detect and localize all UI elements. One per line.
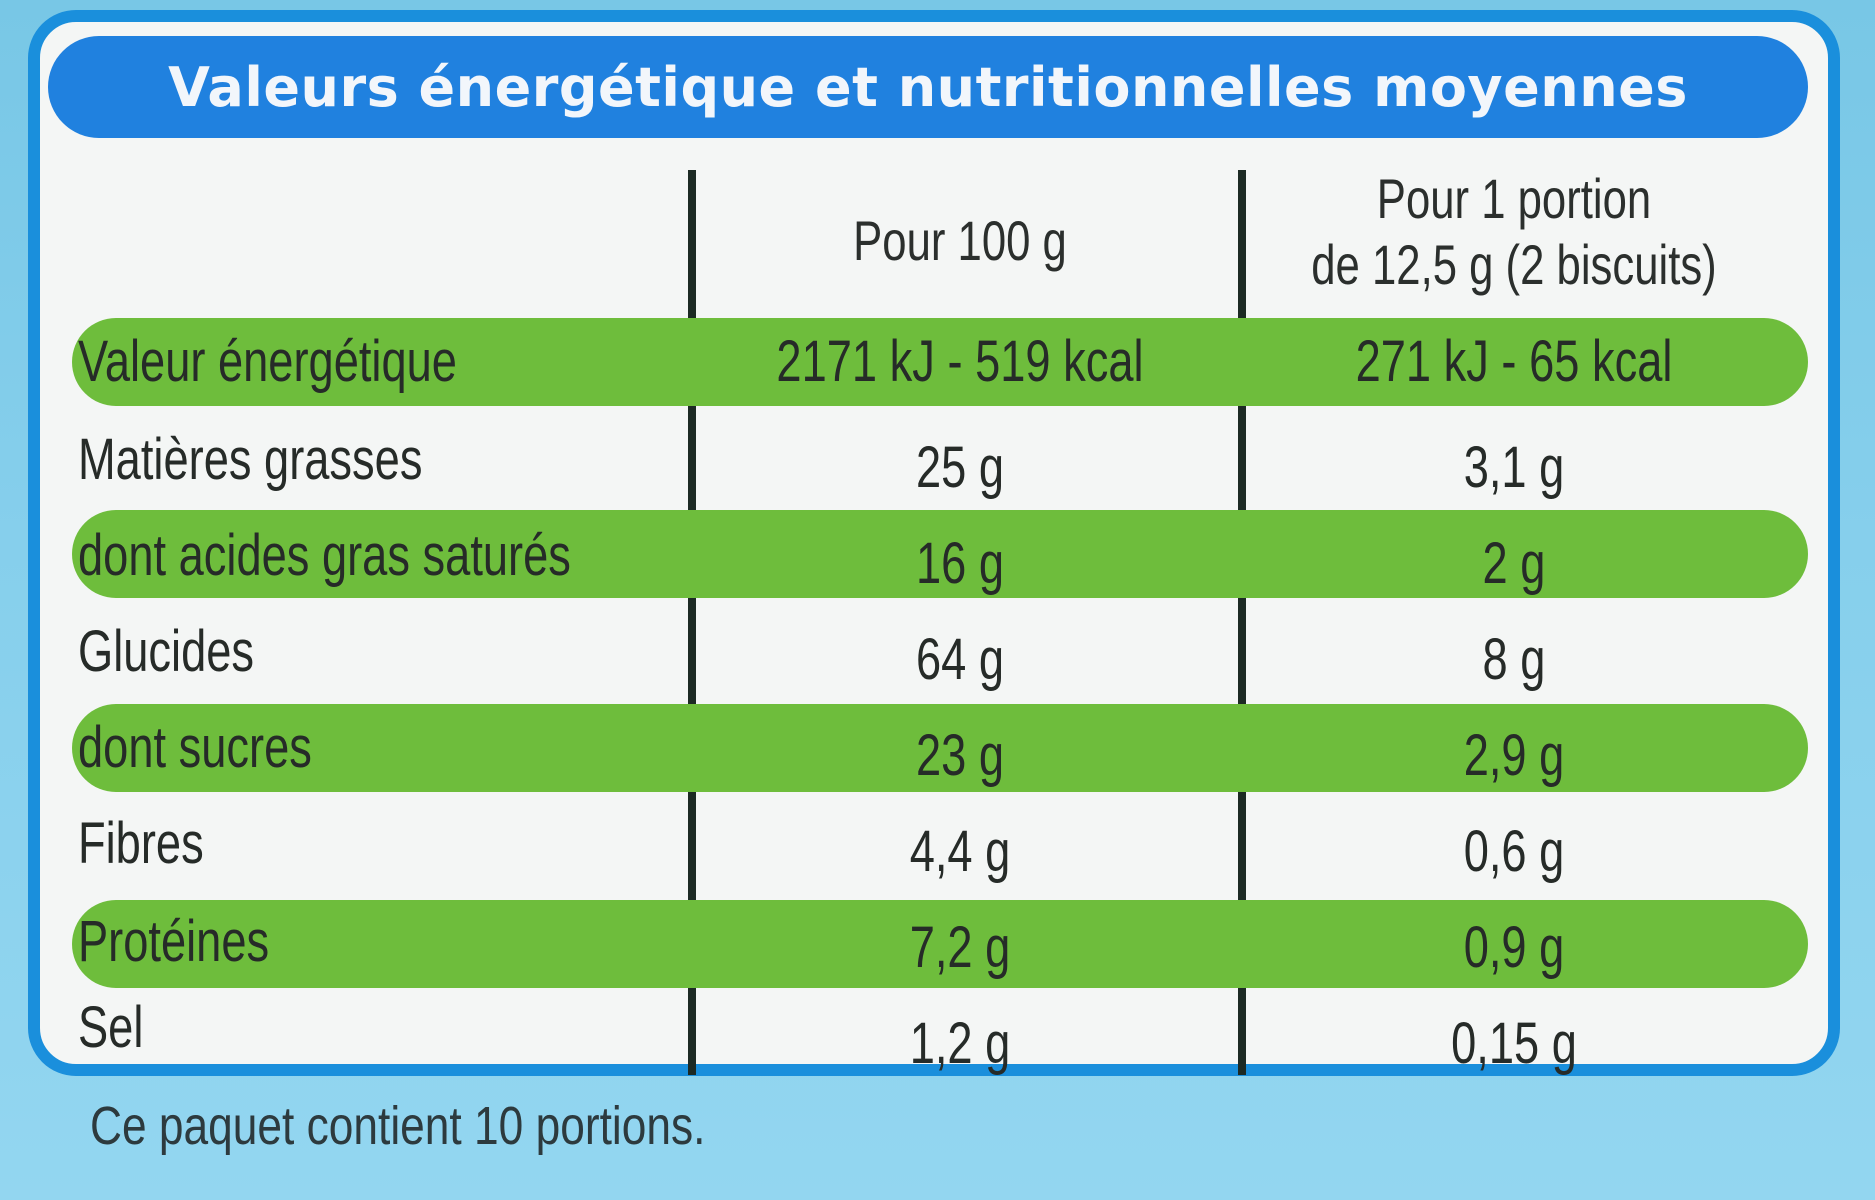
- portion-count-note: Ce paquet contient 10 portions.: [90, 1096, 706, 1156]
- row-label-energy: Valeur énergétique: [78, 329, 457, 394]
- row-band-energy: [72, 318, 1808, 406]
- nutrition-title-bar: Valeurs énergétique et nutritionnelles m…: [48, 36, 1808, 138]
- row-band-protein: [72, 900, 1808, 988]
- row-label-sugars: dont sucres: [78, 715, 312, 780]
- row-value-energy-100g: 2171 kJ - 519 kcal: [776, 329, 1144, 394]
- nutrition-title: Valeurs énergétique et nutritionnelles m…: [168, 55, 1688, 119]
- header-per-portion-line1: Pour 1 portion: [1376, 167, 1652, 230]
- row-label-saturated-fat: dont acides gras saturés: [78, 523, 571, 588]
- row-label-protein: Protéines: [78, 909, 270, 974]
- column-divider-right: [1238, 170, 1246, 1075]
- row-band-saturated-fat: [72, 510, 1808, 598]
- row-value-fibre-portion: 0,6 g: [1463, 819, 1565, 884]
- row-value-protein-portion: 0,9 g: [1463, 915, 1565, 980]
- row-value-carbohydrates-100g: 64 g: [915, 627, 1005, 692]
- row-label-fat: Matières grasses: [78, 427, 423, 492]
- column-divider-left: [688, 170, 696, 1075]
- row-label-fibre: Fibres: [78, 811, 204, 876]
- row-value-salt-portion: 0,15 g: [1451, 1011, 1577, 1076]
- row-value-sugars-100g: 23 g: [915, 723, 1005, 788]
- row-value-saturated-fat-portion: 2 g: [1482, 531, 1546, 596]
- row-value-fat-portion: 3,1 g: [1463, 435, 1565, 500]
- row-band-sugars: [72, 704, 1808, 792]
- row-label-salt: Sel: [78, 995, 144, 1060]
- row-value-fibre-100g: 4,4 g: [909, 819, 1011, 884]
- row-value-protein-100g: 7,2 g: [909, 915, 1011, 980]
- row-value-salt-100g: 1,2 g: [909, 1011, 1011, 1076]
- header-per-100g: Pour 100 g: [853, 209, 1067, 272]
- row-label-carbohydrates: Glucides: [78, 619, 255, 684]
- row-value-saturated-fat-100g: 16 g: [915, 531, 1005, 596]
- row-value-sugars-portion: 2,9 g: [1463, 723, 1565, 788]
- header-per-portion-line2: de 12,5 g (2 biscuits): [1311, 233, 1717, 296]
- row-value-carbohydrates-portion: 8 g: [1482, 627, 1546, 692]
- row-value-energy-portion: 271 kJ - 65 kcal: [1355, 329, 1673, 394]
- row-value-fat-100g: 25 g: [915, 435, 1005, 500]
